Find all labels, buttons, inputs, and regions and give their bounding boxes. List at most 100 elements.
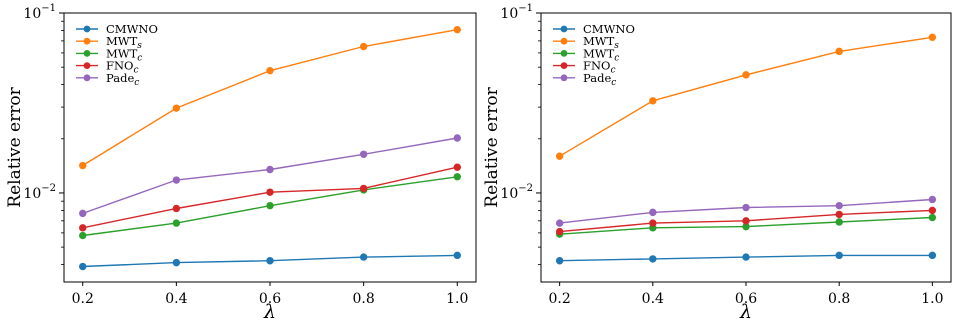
data-point — [649, 97, 657, 105]
legend-swatch-marker — [560, 37, 568, 45]
x-tick-label: 1.0 — [446, 291, 468, 307]
legend-label: MWTc — [106, 46, 142, 63]
data-point — [928, 195, 937, 204]
x-axis-label: λ — [263, 301, 276, 320]
data-point — [742, 222, 750, 231]
series-FNOc — [79, 163, 461, 232]
x-tick-label: 0.4 — [642, 291, 664, 307]
x-tick-label: 0.2 — [549, 291, 571, 307]
data-point — [79, 231, 87, 240]
legend-label: MWTs — [106, 34, 142, 51]
data-point — [172, 204, 181, 213]
data-point — [453, 251, 461, 260]
y-axis-label: Relative error — [5, 86, 25, 207]
data-point — [555, 257, 564, 265]
series-MWTs — [555, 33, 937, 160]
data-point — [79, 209, 87, 218]
legend-swatch-marker — [560, 50, 568, 57]
series-Padec — [555, 195, 937, 227]
series-FNOc — [555, 206, 937, 236]
data-point — [359, 150, 368, 158]
legend-swatch-marker — [83, 74, 91, 82]
data-point — [835, 218, 843, 226]
data-point — [172, 104, 181, 112]
data-point — [742, 71, 750, 79]
data-point — [359, 184, 368, 193]
data-point — [79, 161, 87, 170]
data-point — [555, 152, 564, 160]
x-tick-label: 0.6 — [735, 291, 757, 307]
y-tick-label: 10−1 — [500, 3, 533, 22]
legend-label: Padec — [583, 71, 616, 88]
y-axis-label: Relative error — [482, 86, 502, 207]
x-tick-label: 0.8 — [828, 291, 850, 307]
chart-1: 0.2 0.4 0.6 0.8 1.0 10−2 10−1 Relative error λ CM… — [5, 3, 477, 320]
data-point — [835, 210, 843, 219]
x-tick-label: 0.2 — [72, 291, 94, 307]
legend-label: MWTc — [583, 46, 619, 63]
data-point — [928, 251, 937, 260]
legend-label: CMWNO — [583, 22, 635, 36]
y-tick-label: 10−1 — [23, 3, 56, 22]
data-point — [928, 33, 937, 41]
legend-swatch-marker — [83, 37, 91, 45]
legend-label: Padec — [106, 71, 139, 88]
data-point — [835, 251, 843, 260]
series-CMWNO — [555, 251, 937, 265]
series-MWTc — [555, 213, 937, 238]
legend-label: MWTs — [583, 34, 619, 51]
legend-swatch-marker — [83, 25, 91, 33]
x-axis-label: λ — [739, 301, 752, 320]
y-tick-label: 10−2 — [500, 183, 533, 202]
x-tick-label: 0.8 — [353, 291, 375, 307]
data-point — [359, 253, 368, 261]
legend-swatch-marker — [560, 25, 568, 33]
data-point — [172, 176, 181, 184]
data-point — [453, 25, 461, 34]
data-point — [359, 42, 368, 51]
y-tick-label: 10−2 — [23, 183, 56, 202]
data-point — [742, 217, 750, 225]
data-point — [266, 188, 274, 196]
data-point — [555, 227, 564, 236]
data-point — [649, 208, 657, 217]
data-point — [928, 206, 937, 215]
data-point — [649, 255, 657, 263]
series-MWTc — [79, 173, 461, 240]
data-point — [79, 262, 87, 271]
data-point — [453, 163, 461, 171]
data-point — [266, 66, 274, 75]
data-point — [453, 134, 461, 142]
data-point — [742, 253, 750, 261]
legend-label: FNOc — [583, 59, 616, 76]
x-tick-label: 0.4 — [165, 291, 187, 307]
legend-swatch-marker — [83, 50, 91, 57]
data-point — [835, 201, 843, 210]
data-point — [742, 203, 750, 212]
data-point — [79, 224, 87, 232]
data-point — [172, 258, 181, 267]
data-point — [266, 165, 274, 174]
data-point — [266, 201, 274, 210]
data-point — [649, 219, 657, 227]
data-point — [266, 257, 274, 265]
data-point — [172, 219, 181, 227]
series-Padec — [79, 134, 461, 218]
legend-label: FNOc — [106, 59, 139, 76]
legend-swatch-marker — [560, 62, 568, 69]
series-line — [82, 166, 458, 229]
series-CMWNO — [79, 251, 461, 271]
legend-label: CMWNO — [106, 22, 158, 36]
data-point — [555, 219, 564, 227]
data-point — [835, 47, 843, 56]
legend-swatch-marker — [560, 74, 568, 82]
data-point — [453, 173, 461, 181]
legend-swatch-marker — [83, 62, 91, 69]
chart-2: 0.2 0.4 0.6 0.8 1.0 10−2 10−1 Relative error λ CM… — [482, 3, 952, 320]
x-tick-label: 0.6 — [259, 291, 281, 307]
x-tick-label: 1.0 — [921, 291, 943, 307]
series-MWTs — [79, 25, 461, 170]
